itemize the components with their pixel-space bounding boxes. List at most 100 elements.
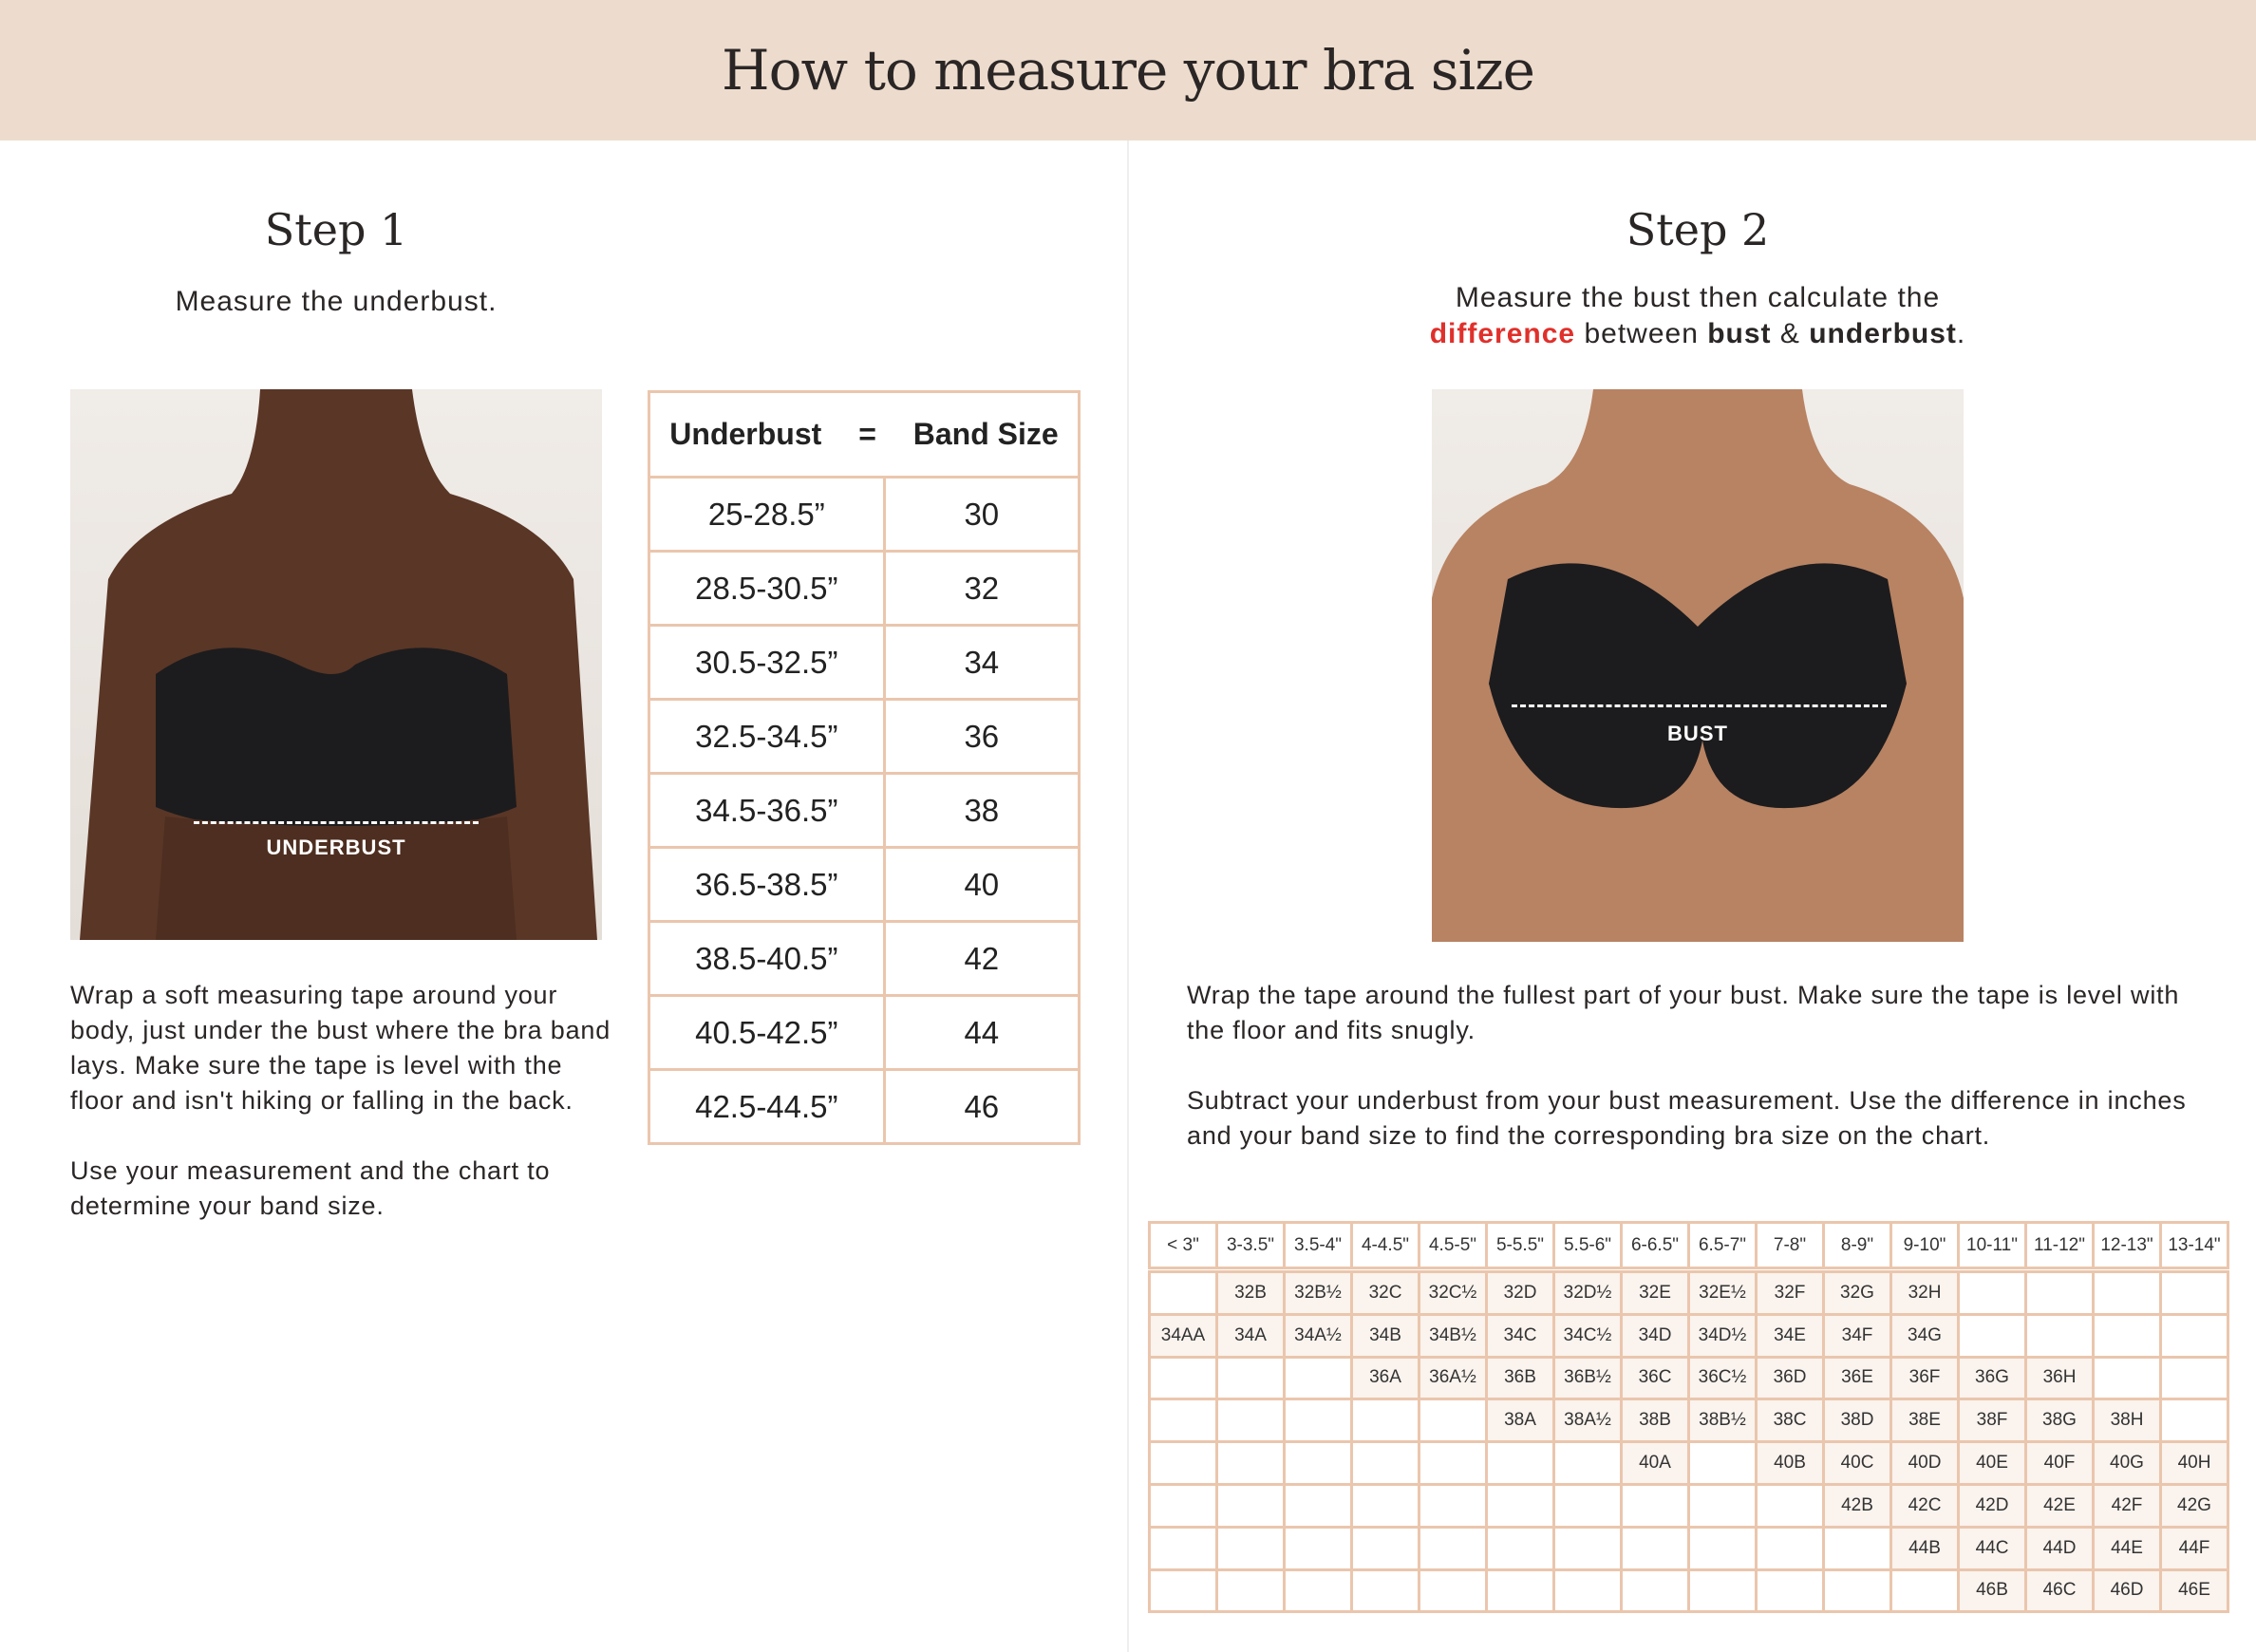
underbust-cell: 40.5-42.5” (648, 994, 886, 1071)
bra-size-cell: 38C (1755, 1398, 1825, 1444)
bra-size-cell (1889, 1568, 1960, 1614)
difference-column-header: < 3" (1148, 1221, 1218, 1269)
bra-size-cell (1552, 1440, 1623, 1486)
bra-size-cell (1350, 1398, 1420, 1444)
bra-size-cell: 34AA (1148, 1312, 1218, 1359)
bra-size-cell: 34A (1215, 1312, 1286, 1359)
underbust-cell: 32.5-34.5” (648, 698, 886, 775)
step2-instructions: Wrap the tape around the fullest part of… (1187, 978, 2212, 1189)
bra-size-cell (1822, 1568, 1892, 1614)
underbust-bold: underbust (1809, 318, 1957, 349)
step2-subtitle: Measure the bust then calculate the diff… (1318, 280, 2077, 352)
bra-size-cell: 38A½ (1552, 1398, 1623, 1444)
bra-size-cell: 42G (2159, 1482, 2229, 1529)
bra-size-cell: 44D (2024, 1525, 2095, 1571)
difference-column-header: 3.5-4" (1283, 1221, 1353, 1269)
bra-size-cell: 34C (1485, 1312, 1555, 1359)
bra-size-cell: 46B (1957, 1568, 2027, 1614)
bra-size-cell: 32D (1485, 1270, 1555, 1316)
bra-size-cell: 38F (1957, 1398, 2027, 1444)
band-size-header: Band Size (912, 417, 1059, 451)
band-size-table: Underbust = Band Size 25-28.5” 30 28.5-30.… (648, 390, 1081, 1145)
bra-size-cell (2024, 1270, 2095, 1316)
bra-size-cell: 34D (1620, 1312, 1690, 1359)
bra-size-cell (1148, 1270, 1218, 1316)
bra-size-cell: 38G (2024, 1398, 2095, 1444)
underbust-photo: UNDERBUST (70, 389, 602, 940)
bra-size-cell: 46C (2024, 1568, 2095, 1614)
subtitle-text: . (1956, 318, 1966, 349)
band-table-header: Underbust = Band Size (648, 390, 1081, 479)
bra-size-cell: 34D½ (1687, 1312, 1758, 1359)
bra-size-cell: 36E (1822, 1355, 1892, 1401)
bra-size-cell: 32C½ (1418, 1270, 1488, 1316)
bra-size-cell (1957, 1270, 2027, 1316)
bra-size-cell (1148, 1440, 1218, 1486)
step1-subtitle: Measure the underbust. (175, 286, 498, 317)
underbust-header: Underbust (669, 417, 822, 451)
subtitle-text: & (1771, 318, 1810, 349)
step1-paragraph: Wrap a soft measuring tape around your b… (70, 981, 611, 1115)
bra-size-cell: 34E (1755, 1312, 1825, 1359)
bra-size-cell (1418, 1568, 1488, 1614)
bra-size-cell (1283, 1568, 1353, 1614)
bra-size-cell (1418, 1440, 1488, 1486)
bra-size-cell (2092, 1312, 2162, 1359)
size-chart-row: 36A 36A½ 36B 36B½ 36C 36C½ 36D 36E 36F 36G 36H (1148, 1355, 2229, 1401)
bra-size-cell (1418, 1482, 1488, 1529)
bra-size-cell (1350, 1568, 1420, 1614)
bra-size-cell (1148, 1525, 1218, 1571)
bra-size-cell (1485, 1525, 1555, 1571)
band-size-cell: 44 (882, 994, 1081, 1071)
bra-size-cell (2159, 1398, 2229, 1444)
bust-label: BUST (1667, 722, 1728, 745)
bra-size-cell: 38E (1889, 1398, 1960, 1444)
bra-size-cell: 40G (2092, 1440, 2162, 1486)
bra-size-cell: 40H (2159, 1440, 2229, 1486)
bra-size-cell (1215, 1482, 1286, 1529)
bra-size-cell (1485, 1568, 1555, 1614)
step2-paragraph: Subtract your underbust from your bust m… (1187, 1086, 2187, 1150)
underbust-cell: 34.5-36.5” (648, 772, 886, 849)
bust-line (1512, 704, 1887, 707)
bra-size-cell: 42B (1822, 1482, 1892, 1529)
difference-column-header: 10-11" (1957, 1221, 2027, 1269)
underbust-cell: 38.5-40.5” (648, 920, 886, 997)
equals-header: = (858, 417, 876, 451)
bra-size-cell (1283, 1398, 1353, 1444)
bra-size-cell (1283, 1482, 1353, 1529)
bra-size-cell: 36F (1889, 1355, 1960, 1401)
bra-size-cell: 34G (1889, 1312, 1960, 1359)
bra-size-cell: 42C (1889, 1482, 1960, 1529)
band-size-cell: 38 (882, 772, 1081, 849)
band-table-row: 34.5-36.5” 38 (648, 772, 1081, 849)
bra-size-cell: 34F (1822, 1312, 1892, 1359)
underbust-cell: 36.5-38.5” (648, 846, 886, 923)
bra-size-cell (1215, 1355, 1286, 1401)
bra-size-cell (1552, 1568, 1623, 1614)
bra-size-cell: 46E (2159, 1568, 2229, 1614)
bra-size-cell (2024, 1312, 2095, 1359)
step2-subtitle-line1: Measure the bust then calculate the (1455, 282, 1941, 313)
band-size-cell: 32 (882, 550, 1081, 627)
bra-size-cell: 40D (1889, 1440, 1960, 1486)
bra-size-cell (1283, 1440, 1353, 1486)
bra-size-cell: 32B (1215, 1270, 1286, 1316)
band-size-cell: 34 (882, 624, 1081, 701)
difference-column-header: 5.5-6" (1552, 1221, 1623, 1269)
bra-size-cell (1485, 1482, 1555, 1529)
underbust-cell: 28.5-30.5” (648, 550, 886, 627)
underbust-label: UNDERBUST (266, 835, 406, 859)
bra-size-cell: 34B½ (1418, 1312, 1488, 1359)
difference-column-header: 13-14" (2159, 1221, 2229, 1269)
band-table-row: 40.5-42.5” 44 (648, 994, 1081, 1071)
step2-subtitle-line2: difference between bust & underbust. (1318, 316, 2077, 352)
bra-size-cell: 32G (1822, 1270, 1892, 1316)
bra-size-cell (1687, 1482, 1758, 1529)
step1-instructions: Wrap a soft measuring tape around your b… (70, 978, 611, 1259)
bra-size-cell: 40E (1957, 1440, 2027, 1486)
difference-column-header: 7-8" (1755, 1221, 1825, 1269)
bra-size-cell: 36H (2024, 1355, 2095, 1401)
band-size-cell: 30 (882, 476, 1081, 553)
bra-size-cell (1283, 1525, 1353, 1571)
